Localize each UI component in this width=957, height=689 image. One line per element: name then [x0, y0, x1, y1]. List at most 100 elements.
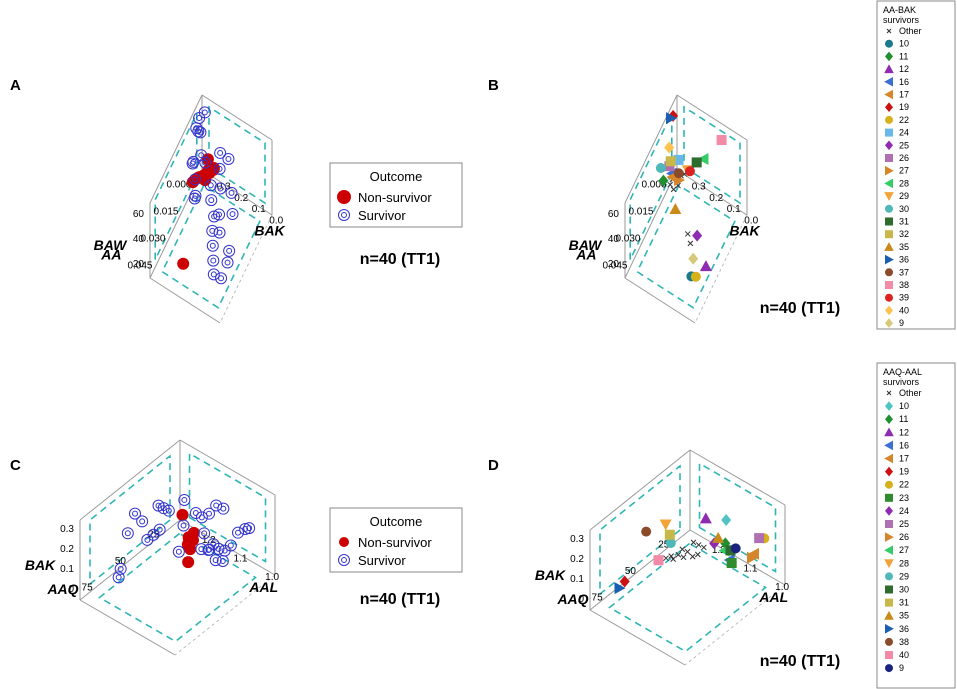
legend-label: Survivor	[358, 208, 406, 223]
data-point-outer	[207, 268, 220, 281]
data-point	[198, 106, 211, 119]
legend-marker	[884, 192, 894, 201]
series-38	[641, 526, 652, 537]
z-axis-label: BAW	[569, 237, 603, 253]
data-point-inner	[227, 542, 234, 549]
x-tick-label: 75	[82, 583, 94, 594]
data-point-inner	[229, 211, 236, 218]
data-point	[214, 146, 227, 159]
legend-marker-b	[886, 28, 892, 34]
data-point	[202, 544, 215, 557]
legend-label: 28	[899, 558, 909, 568]
dashed-wall	[154, 112, 198, 261]
series-survivor	[112, 493, 256, 584]
x-tick-label: 0.000	[641, 180, 666, 191]
legend-marker	[885, 39, 893, 48]
data-point-outer	[187, 155, 200, 168]
data-point-inner	[201, 530, 208, 537]
series-non-survivor	[177, 153, 220, 270]
data-point	[223, 244, 236, 257]
x-tick-label: 50	[115, 556, 127, 567]
data-point-outer	[205, 194, 218, 207]
dashed-wall	[683, 105, 741, 205]
data-point	[673, 154, 684, 165]
data-point	[194, 126, 207, 139]
data-point-inner	[235, 529, 241, 536]
legend-marker-outer	[338, 209, 350, 221]
data-point-outer	[202, 544, 215, 557]
data-point-inner	[193, 125, 200, 132]
data-point-inner	[217, 185, 224, 192]
data-point	[670, 556, 677, 562]
data-point	[216, 555, 229, 568]
panel-letter: B	[488, 77, 499, 94]
data-point	[121, 527, 134, 540]
data-point	[670, 186, 677, 193]
legend-marker	[885, 506, 893, 516]
y-tick-label: 0.0	[269, 215, 283, 226]
data-point	[195, 543, 208, 556]
series-11	[658, 174, 669, 187]
box-edge	[219, 214, 273, 324]
data-point-b	[700, 544, 707, 551]
legend-label: 22	[899, 115, 909, 125]
legend-marker	[885, 51, 893, 62]
z-axis-label: BAW	[94, 237, 128, 253]
data-point-inner	[208, 197, 215, 204]
data-point	[221, 256, 234, 269]
legend-marker	[885, 572, 893, 581]
data-point-outer	[206, 239, 219, 252]
legend-label: 25	[899, 140, 909, 150]
series-35	[669, 202, 682, 214]
data-point	[203, 507, 215, 520]
data-point	[213, 226, 226, 239]
data-point-inner	[219, 558, 226, 564]
data-point	[213, 162, 226, 175]
data-point	[694, 551, 701, 558]
legend-label: 9	[899, 318, 904, 328]
data-point-b	[684, 231, 691, 237]
box-edge	[589, 609, 686, 666]
legend-marker	[885, 493, 893, 502]
y-tick-label: 1.0	[775, 582, 789, 593]
data-point-inner	[124, 530, 131, 537]
data-point	[178, 493, 191, 506]
data-point	[699, 260, 712, 272]
series-10	[721, 514, 732, 527]
data-point-outer	[223, 244, 236, 257]
x-axis-label: AAQ	[556, 591, 588, 607]
data-point	[712, 531, 725, 543]
data-point	[614, 582, 626, 595]
data-point-outer	[203, 507, 215, 520]
data-point-outer	[214, 182, 227, 195]
x-tick-label: 0.015	[153, 207, 178, 218]
data-point-inner	[228, 189, 235, 196]
data-point-outer	[213, 208, 226, 221]
data-point	[206, 224, 219, 237]
data-point	[700, 544, 707, 551]
z-tick-label: 0.2	[60, 544, 74, 555]
data-point-b	[670, 556, 677, 562]
y-tick-label: 1.0	[265, 572, 279, 583]
data-point	[699, 512, 712, 524]
data-point-inner	[192, 510, 199, 516]
legend-label: Other	[899, 388, 922, 398]
legend-label: 12	[899, 64, 909, 74]
data-point	[691, 157, 702, 168]
data-point-outer	[178, 493, 191, 506]
series-24	[673, 154, 684, 165]
data-point-outer	[112, 571, 125, 584]
legend-label: 10	[899, 39, 909, 49]
data-point	[177, 257, 190, 270]
data-point	[726, 558, 737, 569]
legend-marker	[885, 230, 893, 239]
data-point-outer	[243, 522, 256, 535]
data-point	[666, 112, 678, 125]
data-point	[754, 533, 765, 544]
legend-marker	[885, 254, 894, 265]
box-edge	[149, 94, 203, 204]
box-edge	[676, 169, 748, 216]
data-point	[747, 551, 758, 564]
data-point-inner	[212, 557, 219, 564]
